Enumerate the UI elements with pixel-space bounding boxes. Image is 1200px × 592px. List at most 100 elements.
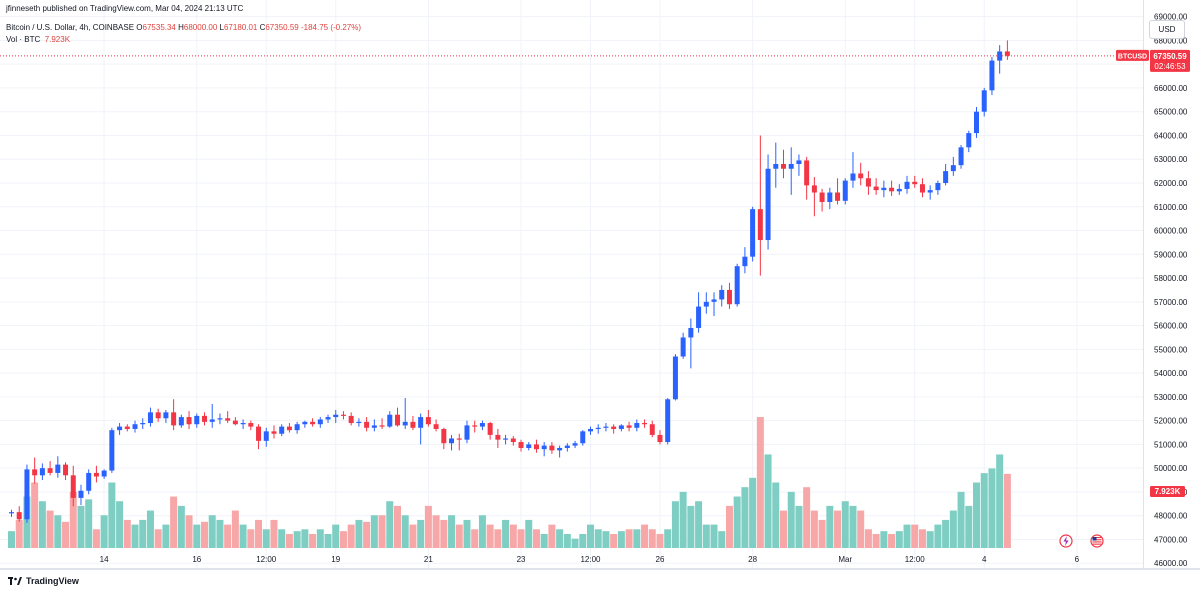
candle-body — [611, 426, 617, 429]
volume-bar — [216, 519, 224, 548]
candle-body — [703, 301, 709, 307]
ohlc-open: O67535.34 — [136, 23, 176, 32]
time-tick-label: 4 — [982, 555, 987, 564]
volume-bar — [679, 491, 687, 548]
candle-body — [379, 425, 385, 427]
volume-bar — [888, 533, 896, 548]
volume-bar — [579, 533, 587, 548]
volume-bar — [687, 505, 695, 548]
price-tick-label: 55000.00 — [1154, 345, 1188, 354]
candle-body — [155, 412, 161, 419]
volume-bar — [942, 519, 950, 548]
candle-body — [904, 181, 910, 189]
candle-body — [765, 168, 771, 241]
volume-bar — [563, 533, 571, 548]
volume-bar — [417, 519, 425, 548]
price-axis[interactable]: 46000.0047000.0048000.0049000.0050000.00… — [1143, 0, 1188, 568]
candle-body — [32, 469, 38, 476]
volume-bar — [255, 519, 263, 548]
candle-body — [842, 180, 848, 201]
volume-bar — [339, 531, 347, 548]
candle-body — [364, 421, 370, 428]
time-axis[interactable]: 14 16 12:00 19 21 23 12:00 26 28 Mar 12:00 4 6 — [0, 555, 1200, 569]
candle-body — [348, 415, 354, 424]
candle-countdown: 02:46:53 — [1154, 62, 1186, 71]
price-tick-label: 47000.00 — [1154, 535, 1188, 544]
candle-body — [425, 417, 431, 425]
volume-bar — [517, 529, 525, 548]
candle-body — [317, 419, 323, 425]
volume-bar — [556, 529, 564, 548]
volume-bar — [710, 524, 718, 548]
volume-bar — [633, 529, 641, 548]
volume-bar — [772, 482, 780, 548]
candle-body — [989, 60, 995, 91]
tradingview-logo[interactable]: TradingView — [8, 576, 79, 586]
symbol-legend[interactable]: Bitcoin / U.S. Dollar, 4h, COINBASE O675… — [6, 23, 361, 32]
volume-bar — [957, 491, 965, 548]
volume-legend[interactable]: Vol · BTC 7.923K — [6, 35, 70, 44]
candle-body — [24, 469, 30, 520]
volume-bar — [764, 454, 772, 548]
volume-bar — [401, 515, 409, 548]
volume-bar — [177, 505, 185, 548]
dividend-flash-icon — [1059, 534, 1073, 548]
volume-bar — [911, 524, 919, 548]
candle-body — [248, 423, 254, 427]
candle-body — [93, 472, 99, 477]
candle-body — [804, 160, 810, 186]
flash-icon-bolt — [1063, 536, 1069, 546]
volume-tag: 7.923K — [1155, 487, 1181, 496]
volume-bar — [100, 515, 108, 548]
candle-body — [333, 414, 339, 418]
volume-bar — [641, 524, 649, 548]
candle-body — [881, 187, 887, 191]
volume-bar — [818, 519, 826, 548]
candle-body — [827, 192, 833, 203]
candle-body — [286, 426, 292, 431]
volume-bar — [77, 505, 85, 548]
volume-bar — [424, 505, 432, 548]
candle-body — [356, 421, 362, 424]
volume-bar — [486, 524, 494, 548]
volume-bar — [834, 510, 842, 548]
price-tick-label: 61000.00 — [1154, 203, 1188, 212]
candle-body — [788, 163, 794, 169]
volume-bar — [471, 529, 479, 548]
candle-body — [510, 438, 516, 443]
time-tick-label: Mar — [838, 555, 852, 564]
volume-bar — [532, 529, 540, 548]
volume-bar — [903, 524, 911, 548]
time-tick-label: 19 — [331, 555, 340, 564]
price-tick-label: 54000.00 — [1154, 369, 1188, 378]
candle-body — [696, 306, 702, 328]
candle-body — [711, 299, 717, 302]
price-tick-label: 59000.00 — [1154, 250, 1188, 259]
candle-body — [495, 434, 501, 440]
volume-bar — [92, 529, 100, 548]
price-tick-label: 68000.00 — [1154, 36, 1188, 45]
volume-bar — [787, 491, 795, 548]
candle-body — [757, 209, 763, 241]
candle-body — [966, 133, 972, 148]
volume-bar — [841, 501, 849, 548]
event-markers[interactable] — [1059, 534, 1104, 548]
volume-bar — [926, 531, 934, 548]
volume-bar — [664, 529, 672, 548]
candle-body — [16, 512, 22, 520]
volume-bar — [231, 510, 239, 548]
volume-bar — [370, 515, 378, 548]
volume-bar — [123, 519, 131, 548]
currency-button[interactable]: USD — [1149, 20, 1185, 39]
candle-body — [433, 424, 439, 429]
flag-icon-ring — [1090, 534, 1104, 548]
candle-body — [850, 173, 856, 181]
candle-body — [819, 192, 825, 203]
candle-body — [557, 447, 563, 451]
price-tick-label: 60000.00 — [1154, 227, 1188, 236]
candle-body — [479, 423, 485, 427]
volume-tag-bg — [1150, 486, 1185, 497]
time-tick-label: 6 — [1075, 555, 1080, 564]
candle-body — [981, 90, 987, 112]
